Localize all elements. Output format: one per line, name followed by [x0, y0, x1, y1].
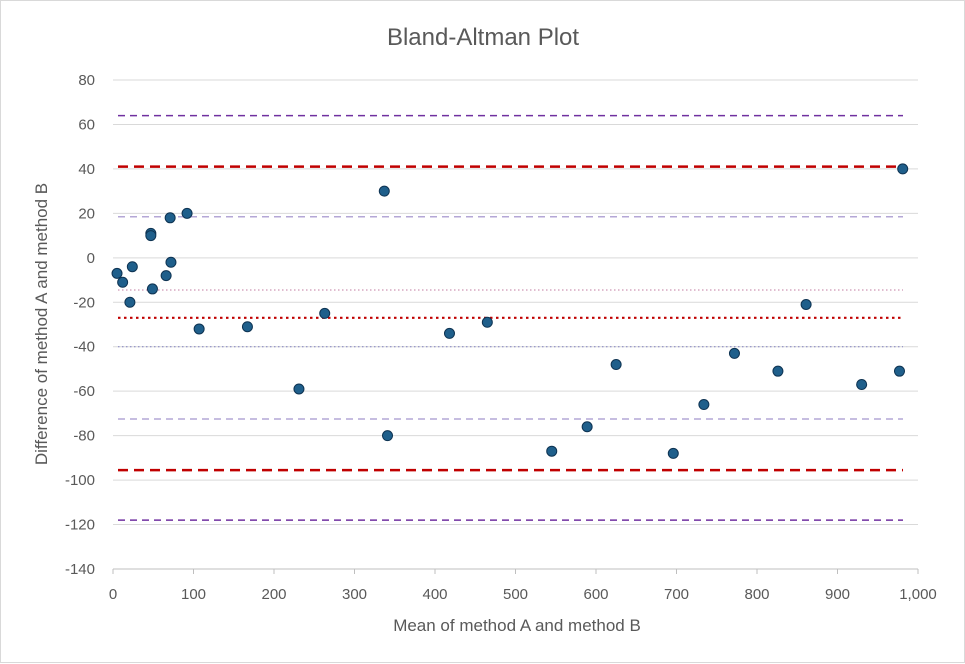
data-point [111, 267, 123, 279]
data-point [698, 399, 710, 411]
data-point [897, 163, 909, 175]
data-point [610, 359, 622, 371]
data-point [126, 261, 138, 273]
data-point [481, 316, 493, 328]
x-tick-label: 700 [664, 586, 689, 603]
data-point [165, 256, 177, 268]
y-tick-label: -60 [73, 383, 95, 400]
data-point [800, 298, 812, 310]
data-point [160, 270, 172, 282]
y-tick-label: -140 [65, 561, 95, 578]
x-tick-label: 400 [422, 586, 447, 603]
data-point [546, 445, 558, 457]
data-point [164, 212, 176, 224]
x-tick-label: 500 [503, 586, 528, 603]
data-point [193, 323, 205, 335]
data-point [667, 447, 679, 459]
data-point [772, 365, 784, 377]
y-tick-label: -80 [73, 428, 95, 445]
y-tick-label: 20 [78, 205, 95, 222]
data-point [443, 327, 455, 339]
y-tick-label: -40 [73, 339, 95, 356]
data-point [146, 283, 158, 295]
data-point [117, 276, 129, 288]
chart-title: Bland-Altman Plot [387, 24, 579, 51]
gridlines [113, 79, 918, 526]
data-point [319, 307, 331, 319]
y-tick-label: 0 [87, 250, 95, 267]
axes [112, 568, 919, 574]
y-tick-label: 40 [78, 161, 95, 178]
x-tick-label: 1,000 [899, 586, 937, 603]
y-tick-label: -20 [73, 294, 95, 311]
x-tick-label: 0 [109, 586, 117, 603]
data-point [124, 296, 136, 308]
y-axis-title: Difference of method A and method B [32, 183, 51, 465]
data-point [241, 321, 253, 333]
x-tick-label: 800 [744, 586, 769, 603]
x-tick-label: 200 [261, 586, 286, 603]
y-tick-label: -120 [65, 517, 95, 534]
x-tick-label: 900 [825, 586, 850, 603]
data-point [382, 430, 394, 442]
reference-lines [118, 114, 903, 521]
data-point [893, 365, 905, 377]
y-tick-label: 80 [78, 72, 95, 89]
x-tick-label: 600 [583, 586, 608, 603]
y-tick-label: -100 [65, 472, 95, 489]
data-points [111, 163, 909, 459]
data-point [856, 379, 868, 391]
data-point [728, 347, 740, 359]
data-point [378, 185, 390, 197]
y-tick-label: 60 [78, 116, 95, 133]
data-point [145, 230, 157, 242]
x-tick-label: 100 [181, 586, 206, 603]
data-point [581, 421, 593, 433]
data-point [293, 383, 305, 395]
x-axis-title: Mean of method A and method B [393, 616, 641, 635]
data-point [181, 207, 193, 219]
x-tick-label: 300 [342, 586, 367, 603]
